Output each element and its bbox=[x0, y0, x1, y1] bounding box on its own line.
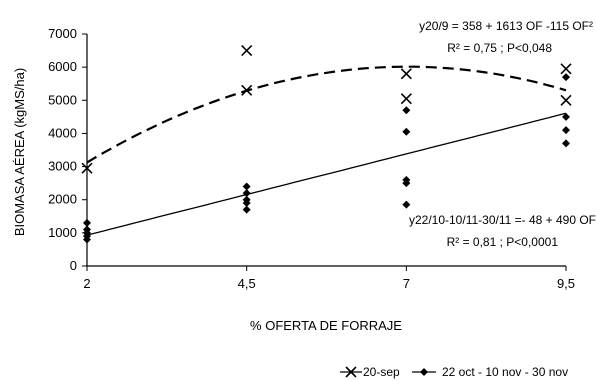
y-tick-label: 7000 bbox=[48, 26, 77, 41]
annotation-stats-sep: R² = 0,75 ; P<0,048 bbox=[447, 41, 552, 55]
data-point-oct-nov bbox=[242, 205, 251, 214]
data-point-oct-nov bbox=[402, 127, 411, 136]
data-point-sep bbox=[241, 45, 253, 57]
x-tick-label: 2 bbox=[83, 276, 90, 291]
data-point-sep bbox=[560, 63, 572, 75]
data-points bbox=[81, 45, 572, 244]
data-point-sep bbox=[400, 68, 412, 80]
data-point-oct-nov bbox=[562, 126, 570, 135]
data-point-oct-nov bbox=[562, 139, 570, 148]
data-point-oct-nov bbox=[83, 235, 91, 244]
data-point-sep bbox=[400, 93, 412, 105]
legend: 20-sep 22 oct - 10 nov - 30 nov bbox=[340, 365, 568, 379]
data-point-sep bbox=[241, 84, 253, 96]
annotation-equation-sep: y20/9 = 358 + 1613 OF -115 OF² bbox=[419, 19, 593, 33]
fit-line-oct-nov bbox=[86, 112, 567, 236]
legend-diamond-marker bbox=[420, 368, 428, 376]
data-point-oct-nov bbox=[242, 189, 251, 198]
x-axis-title: % OFERTA DE FORRAJE bbox=[250, 318, 402, 333]
data-point-oct-nov bbox=[562, 112, 570, 121]
data-point-oct-nov bbox=[83, 218, 91, 227]
data-point-oct-nov bbox=[402, 106, 411, 115]
legend-label-oct-nov: 22 oct - 10 nov - 30 nov bbox=[442, 365, 568, 379]
data-point-sep bbox=[81, 162, 93, 174]
y-tick-label: 2000 bbox=[48, 192, 77, 207]
y-tick-label: 4000 bbox=[48, 125, 77, 140]
y-tick-label: 6000 bbox=[48, 59, 77, 74]
legend-item-sep: 20-sep bbox=[340, 365, 400, 379]
annotation-stats-oct-nov: R² = 0,81 ; P<0,0001 bbox=[447, 235, 559, 249]
fit-lines bbox=[86, 65, 567, 236]
y-tick-label: 1000 bbox=[48, 225, 77, 240]
data-point-oct-nov bbox=[402, 179, 411, 188]
x-tick-label: 4,5 bbox=[238, 276, 256, 291]
x-tick-label: 7 bbox=[403, 276, 410, 291]
x-tick-label: 9,5 bbox=[557, 276, 575, 291]
y-axis-title: BIOMASA AÉREA (kgMS/ha) bbox=[12, 68, 27, 236]
data-point-oct-nov bbox=[562, 73, 570, 82]
data-point-oct-nov bbox=[242, 199, 251, 208]
y-tick-label: 5000 bbox=[48, 92, 77, 107]
legend-x-marker bbox=[345, 366, 357, 378]
legend-item-oct-nov: 22 oct - 10 nov - 30 nov bbox=[412, 365, 568, 379]
fit-curve-sep bbox=[86, 65, 567, 164]
legend-label-sep: 20-sep bbox=[363, 365, 400, 379]
data-point-sep bbox=[560, 94, 572, 106]
y-tick-label: 0 bbox=[70, 258, 77, 273]
data-point-oct-nov bbox=[402, 200, 411, 209]
annotation-equation-oct-nov: y22/10-10/11-30/11 =- 48 + 490 OF bbox=[409, 213, 596, 227]
data-point-oct-nov bbox=[242, 182, 251, 191]
axes: 0 1000 2000 3000 4000 5000 6000 7000 2 4,5 7 9,5 bbox=[48, 26, 575, 291]
y-tick-label: 3000 bbox=[48, 159, 77, 174]
